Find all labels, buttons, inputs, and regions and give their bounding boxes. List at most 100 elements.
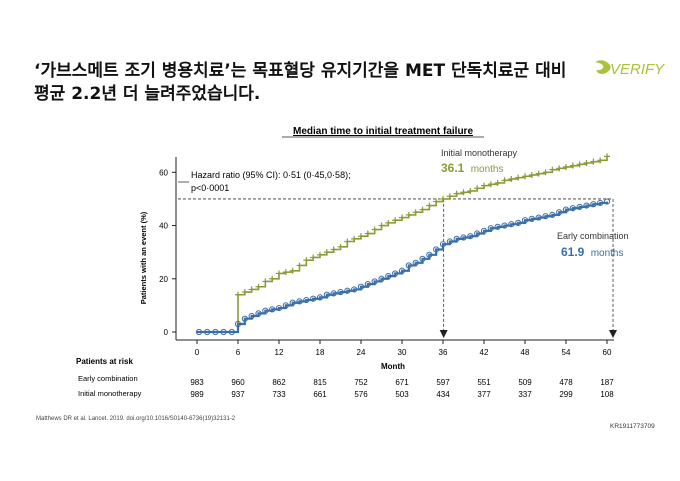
hazard-ratio-line1: Hazard ratio (95% CI): 0·51 (0·45,0·58); bbox=[191, 170, 351, 180]
risk-value-initial-6: 937 bbox=[231, 390, 245, 399]
slide-title: ‘가브스메트 조기 병용치료’는 목표혈당 유지기간을 MET 단독치료군 대비… bbox=[34, 60, 594, 106]
censor-mark-early-combination bbox=[364, 280, 371, 288]
risk-value-early-54: 478 bbox=[559, 378, 573, 387]
risk-value-initial-12: 733 bbox=[272, 390, 286, 399]
censor-mark-initial-monotherapy bbox=[399, 214, 405, 221]
slide-title-line1: ‘가브스메트 조기 병용치료’는 목표혈당 유지기간을 MET 단독치료군 대비 bbox=[34, 61, 567, 81]
x-axis-label: Month bbox=[381, 362, 405, 371]
median-early-combination-unit: months bbox=[591, 248, 624, 259]
censor-mark-early-combination bbox=[337, 288, 344, 296]
censor-mark-initial-monotherapy bbox=[255, 283, 262, 290]
svg-text:36.1 months: 36.1 months bbox=[441, 161, 504, 175]
censor-mark-initial-monotherapy bbox=[508, 175, 515, 182]
censor-mark-initial-monotherapy bbox=[467, 187, 474, 194]
censor-mark-early-combination bbox=[195, 328, 203, 336]
risk-value-initial-36: 434 bbox=[436, 390, 450, 399]
risk-row-label-initial: Initial monotherapy bbox=[78, 389, 142, 398]
censor-mark-initial-monotherapy bbox=[351, 235, 358, 242]
x-tick-label-12: 12 bbox=[275, 348, 284, 357]
censor-mark-initial-monotherapy bbox=[460, 189, 467, 196]
censor-mark-early-combination bbox=[220, 328, 227, 336]
verify-logo: VERIFY bbox=[595, 60, 665, 78]
censor-mark-initial-monotherapy bbox=[604, 153, 610, 160]
y-axis-label: Patients with an event (%) bbox=[139, 211, 148, 304]
censor-mark-initial-monotherapy bbox=[563, 163, 569, 170]
censor-mark-initial-monotherapy bbox=[446, 193, 453, 200]
censor-mark-early-combination bbox=[453, 235, 460, 242]
censor-mark-initial-monotherapy bbox=[576, 161, 583, 168]
censor-mark-early-combination bbox=[351, 286, 358, 293]
series-line-early-combination bbox=[197, 201, 609, 334]
censor-mark-initial-monotherapy bbox=[453, 190, 460, 197]
censor-mark-initial-monotherapy bbox=[405, 211, 412, 218]
censor-mark-early-combination bbox=[501, 222, 508, 229]
censor-mark-early-combination bbox=[248, 312, 255, 320]
censor-mark-initial-monotherapy bbox=[344, 238, 351, 245]
censor-mark-early-combination bbox=[556, 209, 563, 216]
censor-mark-early-combination bbox=[255, 310, 262, 317]
censor-mark-early-combination bbox=[562, 206, 570, 213]
censor-mark-early-combination bbox=[204, 328, 211, 336]
risk-value-initial-60: 108 bbox=[600, 390, 614, 399]
censor-mark-early-combination bbox=[535, 214, 542, 221]
slide-title-line2: 평균 2.2년 더 늘려주었습니다. bbox=[34, 84, 261, 104]
series-line-initial-monotherapy bbox=[197, 156, 608, 333]
x-tick-label-60: 60 bbox=[603, 348, 612, 357]
censor-mark-initial-monotherapy bbox=[262, 278, 269, 285]
censor-mark-early-combination bbox=[344, 287, 351, 294]
censor-mark-early-combination bbox=[521, 217, 529, 224]
median-initial-monotherapy-value: 36.1 bbox=[441, 161, 465, 175]
censor-mark-initial-monotherapy bbox=[426, 202, 433, 209]
censor-mark-initial-monotherapy bbox=[597, 157, 604, 164]
censor-mark-early-combination bbox=[439, 241, 447, 248]
censor-mark-early-combination bbox=[385, 273, 392, 280]
censor-mark-initial-monotherapy bbox=[440, 195, 446, 202]
censor-mark-early-combination bbox=[569, 205, 576, 212]
censor-mark-early-combination bbox=[603, 198, 611, 205]
censor-mark-early-combination bbox=[282, 302, 289, 309]
censor-mark-early-combination bbox=[542, 213, 549, 220]
median-early-combination-value: 61.9 bbox=[561, 245, 585, 259]
censor-mark-early-combination bbox=[241, 315, 248, 322]
risk-value-early-12: 862 bbox=[272, 378, 286, 387]
censor-mark-early-combination bbox=[289, 299, 296, 306]
chart-title: Median time to initial treatment failure bbox=[293, 126, 473, 137]
x-tick-label-6: 6 bbox=[236, 348, 241, 357]
censor-mark-initial-monotherapy bbox=[289, 267, 296, 274]
censor-mark-early-combination bbox=[262, 307, 269, 314]
censor-mark-initial-monotherapy bbox=[310, 254, 317, 261]
median-initial-monotherapy-unit: months bbox=[471, 164, 504, 175]
censor-mark-early-combination bbox=[212, 328, 219, 336]
censor-mark-early-combination bbox=[528, 215, 535, 222]
svg-text:61.9 months: 61.9 months bbox=[561, 245, 624, 259]
risk-value-early-42: 551 bbox=[477, 378, 491, 387]
censor-mark-initial-monotherapy bbox=[515, 174, 522, 181]
risk-table-header: Patients at risk bbox=[76, 357, 133, 366]
verify-logo-text: VERIFY bbox=[610, 61, 665, 78]
censor-mark-early-combination bbox=[357, 283, 365, 290]
risk-value-early-18: 815 bbox=[313, 378, 327, 387]
legend-early-combination: Early combination bbox=[557, 231, 629, 241]
censor-mark-early-combination bbox=[310, 295, 317, 302]
censor-mark-initial-monotherapy bbox=[364, 230, 371, 237]
censor-mark-early-combination bbox=[419, 255, 426, 262]
censor-mark-early-combination bbox=[316, 294, 324, 301]
censor-mark-early-combination bbox=[234, 320, 242, 328]
censor-mark-early-combination bbox=[323, 291, 330, 298]
risk-table: Patients at risk Early combination Initi… bbox=[76, 357, 614, 399]
censor-mark-initial-monotherapy bbox=[528, 171, 535, 178]
censor-mark-initial-monotherapy bbox=[590, 158, 597, 165]
legend-initial-monotherapy: Initial monotherapy bbox=[441, 148, 518, 158]
censor-mark-early-combination bbox=[474, 230, 481, 237]
censor-mark-early-combination bbox=[590, 201, 597, 208]
censor-mark-initial-monotherapy bbox=[282, 269, 289, 276]
censor-mark-initial-monotherapy bbox=[535, 170, 542, 177]
risk-value-early-0: 983 bbox=[190, 378, 204, 387]
censor-mark-initial-monotherapy bbox=[481, 182, 487, 189]
censor-mark-initial-monotherapy bbox=[542, 169, 549, 176]
risk-value-initial-0: 989 bbox=[190, 390, 204, 399]
verify-logo-mark bbox=[595, 60, 611, 74]
censor-mark-initial-monotherapy bbox=[583, 159, 590, 166]
censor-mark-early-combination bbox=[433, 246, 440, 253]
document-code: KR1911773709 bbox=[610, 423, 655, 430]
